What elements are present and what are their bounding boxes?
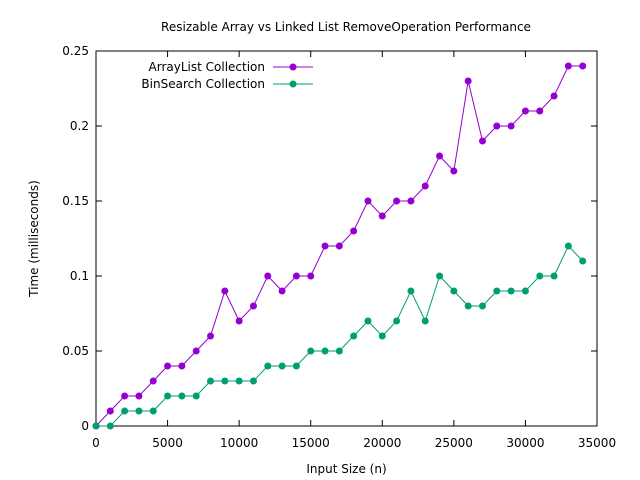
data-point <box>278 287 286 295</box>
data-point <box>307 347 315 355</box>
data-point <box>450 167 458 175</box>
data-point <box>407 197 415 205</box>
data-point <box>149 407 157 415</box>
data-point <box>135 407 143 415</box>
data-point <box>507 122 515 130</box>
data-point <box>207 332 215 340</box>
chart-title: Resizable Array vs Linked List RemoveOpe… <box>161 20 531 34</box>
data-point <box>478 137 486 145</box>
data-point <box>564 242 572 250</box>
x-tick-label: 35000 <box>578 436 616 450</box>
y-axis-label: Time (milliseconds) <box>27 180 41 298</box>
data-point <box>178 392 186 400</box>
data-point <box>478 302 486 310</box>
data-point <box>292 272 300 280</box>
data-point <box>278 362 286 370</box>
data-point <box>493 287 501 295</box>
data-point <box>178 362 186 370</box>
data-point <box>536 107 544 115</box>
y-tick-label: 0 <box>81 419 89 433</box>
legend-label: ArrayList Collection <box>149 60 265 74</box>
legend-marker <box>289 63 297 71</box>
y-tick-label: 0.1 <box>70 269 89 283</box>
data-point <box>192 347 200 355</box>
data-point <box>221 287 229 295</box>
data-point <box>235 377 243 385</box>
x-tick-label: 25000 <box>435 436 473 450</box>
y-axis-ticks: 0 0.05 0.1 0.15 0.2 0.25 <box>62 44 597 433</box>
data-point <box>135 392 143 400</box>
data-point <box>550 92 558 100</box>
data-point <box>364 197 372 205</box>
data-point <box>207 377 215 385</box>
data-point <box>350 332 358 340</box>
data-point <box>164 392 172 400</box>
legend-label: BinSearch Collection <box>141 77 265 91</box>
data-point <box>149 377 157 385</box>
data-point <box>321 347 329 355</box>
data-point <box>378 332 386 340</box>
data-point <box>378 212 386 220</box>
data-point <box>121 392 129 400</box>
data-point <box>364 317 372 325</box>
data-point <box>550 272 558 280</box>
data-point <box>436 152 444 160</box>
data-point <box>106 407 114 415</box>
data-point <box>192 392 200 400</box>
data-point <box>507 287 515 295</box>
legend: ArrayList Collection BinSearch Collection <box>141 60 313 91</box>
data-point <box>579 62 587 70</box>
data-point <box>335 347 343 355</box>
data-point <box>264 362 272 370</box>
data-point <box>321 242 329 250</box>
data-point <box>521 287 529 295</box>
data-point <box>121 407 129 415</box>
y-tick-label: 0.05 <box>62 344 89 358</box>
series-layer <box>92 62 587 430</box>
plot-border <box>95 50 598 427</box>
data-point <box>536 272 544 280</box>
data-point <box>106 422 114 430</box>
data-point <box>249 377 257 385</box>
data-point <box>579 257 587 265</box>
data-point <box>421 182 429 190</box>
data-point <box>436 272 444 280</box>
data-point <box>407 287 415 295</box>
x-axis-label: Input Size (n) <box>306 462 386 476</box>
x-axis-ticks: 0 5000 10000 15000 20000 25000 30000 35000 <box>92 51 616 450</box>
y-tick-label: 0.2 <box>70 119 89 133</box>
data-point <box>521 107 529 115</box>
data-point <box>493 122 501 130</box>
data-point <box>249 302 257 310</box>
data-point <box>564 62 572 70</box>
data-point <box>464 77 472 85</box>
y-tick-label: 0.25 <box>62 44 89 58</box>
data-point <box>164 362 172 370</box>
x-tick-label: 5000 <box>152 436 183 450</box>
data-point <box>335 242 343 250</box>
data-point <box>292 362 300 370</box>
x-tick-label: 0 <box>92 436 100 450</box>
plot-frame <box>95 50 598 427</box>
data-point <box>464 302 472 310</box>
legend-marker <box>289 80 297 88</box>
data-point <box>235 317 243 325</box>
x-tick-label: 30000 <box>506 436 544 450</box>
data-point <box>393 197 401 205</box>
x-tick-label: 20000 <box>363 436 401 450</box>
series-1 <box>92 62 587 430</box>
data-point <box>221 377 229 385</box>
data-point <box>264 272 272 280</box>
data-point <box>350 227 358 235</box>
data-point <box>450 287 458 295</box>
data-point <box>421 317 429 325</box>
data-point <box>92 422 100 430</box>
y-tick-label: 0.15 <box>62 194 89 208</box>
x-tick-label: 15000 <box>292 436 330 450</box>
data-point <box>307 272 315 280</box>
x-tick-label: 10000 <box>220 436 258 450</box>
series-2 <box>92 242 587 430</box>
data-point <box>393 317 401 325</box>
